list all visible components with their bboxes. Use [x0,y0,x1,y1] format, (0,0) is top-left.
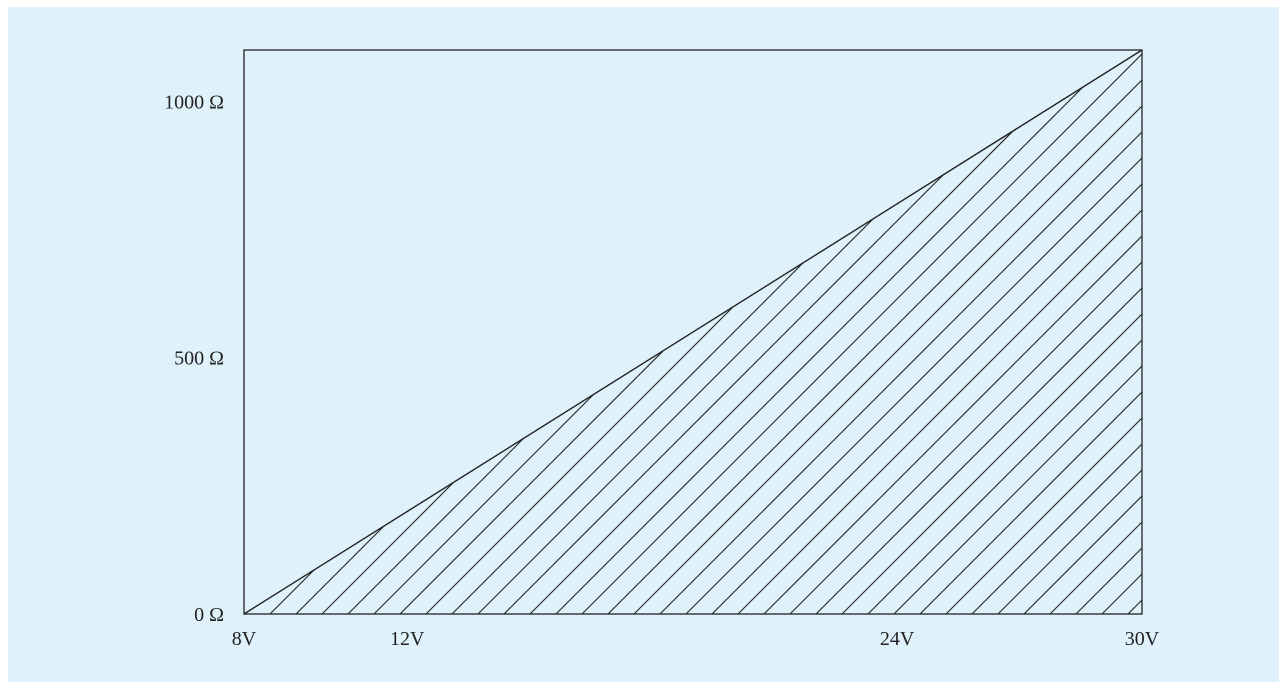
hatch-line [451,262,804,615]
hatch-line [893,365,1143,615]
hatch-line [1049,521,1143,615]
hatch-line [321,481,455,615]
hatch-line [1101,573,1143,615]
hatch-line [841,313,1143,615]
y-tick-label: 1000 Ω [164,91,224,113]
hatch-line [425,306,734,615]
hatch-line [347,437,525,615]
hatch-line [971,443,1143,615]
hatch-line [633,105,1143,615]
hatch-line [269,569,315,615]
hatch-layer [269,53,1143,615]
hatch-line [789,261,1143,615]
hatch-line [763,235,1143,615]
x-axis-ticks: 8V 12V 24V 30V [232,628,1160,650]
hatch-line [685,157,1143,615]
hatch-line [711,183,1143,615]
y-axis-ticks: 0 Ω 500 Ω 1000 Ω [164,91,224,626]
hatch-line [295,525,385,615]
hatch-line [607,79,1143,615]
x-tick-label: 30V [1125,628,1160,650]
hatch-line [1127,599,1143,615]
boundary-line [243,49,1143,615]
hatch-line [529,130,1014,615]
hatch-line [477,218,874,615]
chart-background [8,7,1279,682]
hatch-line [659,131,1143,615]
hatch-line [919,391,1143,615]
hatch-line [399,350,664,615]
hatch-line [555,86,1084,615]
hatch-line [737,209,1143,615]
hatch-line [867,339,1143,615]
hatch-line [815,287,1143,615]
hatch-line [1075,547,1143,615]
y-tick-label: 0 Ω [194,604,224,626]
x-tick-label: 24V [880,628,915,650]
hatch-line [945,417,1143,615]
plot-frame [243,49,1143,615]
x-tick-label: 8V [232,628,257,650]
hatch-line [503,174,944,615]
hatch-line [581,53,1143,615]
hatch-line [373,394,594,615]
y-tick-label: 500 Ω [174,348,224,370]
hatch-line [997,469,1143,615]
hatch-line [1023,495,1143,615]
x-tick-label: 12V [390,628,425,650]
